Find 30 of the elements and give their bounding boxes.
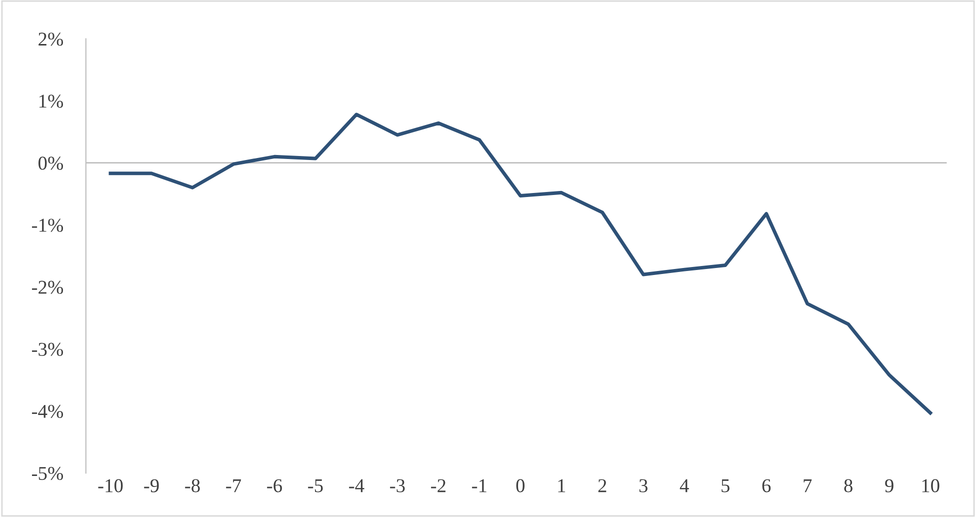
- x-tick-label: -5: [308, 479, 323, 492]
- y-tick-label: -1%: [32, 218, 64, 232]
- y-tick-label: 1%: [39, 94, 64, 108]
- y-tick-label: -2%: [32, 280, 64, 294]
- x-tick-label: -4: [349, 479, 364, 492]
- x-tick-label: 9: [885, 479, 894, 492]
- y-tick-label: -5%: [32, 466, 64, 480]
- x-tick-label: 6: [762, 479, 771, 492]
- y-tick-label: -3%: [32, 342, 64, 356]
- x-tick-label: -8: [185, 479, 200, 492]
- x-tick-label: 10: [922, 479, 940, 492]
- x-tick-label: -3: [390, 479, 405, 492]
- x-tick-label: 3: [639, 479, 648, 492]
- x-tick-label: -1: [472, 479, 486, 492]
- x-tick-label: 5: [722, 479, 730, 492]
- x-tick-label: 2: [598, 479, 606, 492]
- x-tick-label: 0: [516, 479, 525, 492]
- line-series: [108, 112, 932, 415]
- x-tick-label: -10: [98, 479, 123, 492]
- x-tick-label: 4: [680, 479, 689, 492]
- x-tick-label: 1: [558, 479, 566, 492]
- y-tick-label: 0%: [38, 156, 64, 170]
- y-tick-label: 2%: [38, 32, 64, 46]
- y-tick-label: -4%: [32, 404, 64, 418]
- x-tick-label: -7: [226, 479, 241, 492]
- x-tick-label: 7: [804, 479, 812, 492]
- x-tick-label: -6: [267, 479, 282, 492]
- x-tick-label: 8: [844, 479, 852, 492]
- x-tick-label: -2: [431, 479, 446, 492]
- x-tick-label: -9: [144, 479, 159, 492]
